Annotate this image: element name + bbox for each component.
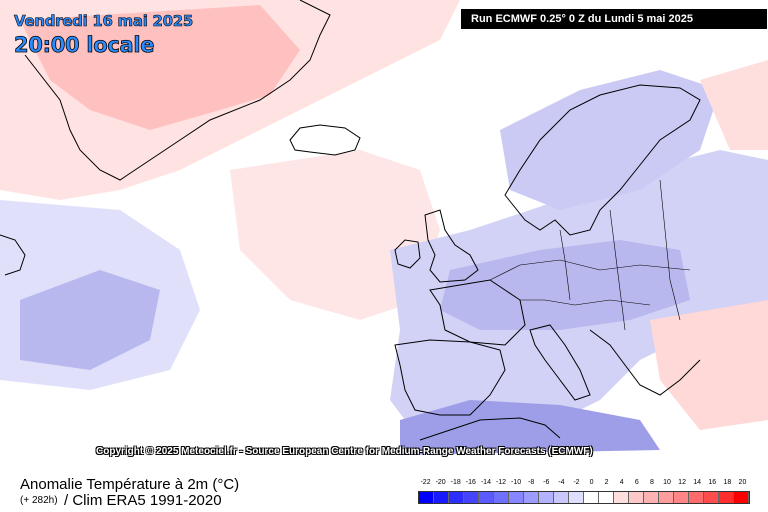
ireland-coast xyxy=(394,239,421,269)
legend-swatch xyxy=(464,492,479,503)
legend-swatch xyxy=(539,492,554,503)
legend-tick-labels: -22 -20 -18 -16 -14 -12 -10 -8 -6 -4 -2 0 2 4 6 8 10 12 14… xyxy=(412,479,752,489)
legend-tick: 8 xyxy=(649,479,654,486)
legend-tick: -6 xyxy=(543,479,550,486)
legend-tick: -14 xyxy=(480,479,491,486)
legend-tick: -10 xyxy=(511,479,522,486)
legend-swatch xyxy=(554,492,569,503)
legend-tick: -8 xyxy=(528,479,535,486)
newfoundland-coast xyxy=(0,234,26,276)
warm-anomaly-northeast xyxy=(700,60,768,150)
map-title: Anomalie Température à 2m (°C) xyxy=(20,476,240,493)
legend-tick: -22 xyxy=(420,479,431,486)
legend-tick: -18 xyxy=(450,479,461,486)
iberia-coast xyxy=(394,339,506,416)
coastlines xyxy=(0,0,701,441)
copyright-notice: Copyright © 2025 Meteociel.fr - Source E… xyxy=(96,446,593,457)
legend-swatch xyxy=(584,492,599,503)
legend-swatch xyxy=(509,492,524,503)
cool-anomaly-north-africa xyxy=(400,400,660,455)
cool-anomaly-west-core xyxy=(20,270,160,370)
legend-tick: -16 xyxy=(465,479,476,486)
legend-swatch xyxy=(599,492,614,503)
legend-swatch xyxy=(629,492,644,503)
lead-time: (+ 282h) xyxy=(20,495,58,506)
legend-swatch xyxy=(524,492,539,503)
forecast-time: 20:00 locale xyxy=(14,33,155,58)
forecast-date: Vendredi 16 mai 2025 xyxy=(14,12,194,31)
legend-swatch xyxy=(614,492,629,503)
warm-anomaly-atlantic xyxy=(230,150,440,320)
legend-tick: 6 xyxy=(634,479,639,486)
legend-swatch xyxy=(704,492,719,503)
footer-panel: Anomalie Température à 2m (°C) (+ 282h) … xyxy=(0,470,768,512)
france-coast xyxy=(429,279,526,346)
legend-tick: -12 xyxy=(495,479,507,486)
legend-tick: 14 xyxy=(693,479,702,486)
legend-swatch xyxy=(674,492,689,503)
legend-tick: -2 xyxy=(573,479,580,486)
warm-anomaly-east xyxy=(650,300,768,430)
anomaly-fields xyxy=(0,0,768,455)
legend-swatch xyxy=(419,492,434,503)
legend-swatch xyxy=(734,492,749,503)
legend-swatch xyxy=(659,492,674,503)
balkans-coast xyxy=(589,329,701,396)
iceland-coast xyxy=(289,124,361,156)
model-run-label: Run ECMWF 0.25° 0 Z du Lundi 5 mai 2025 xyxy=(461,9,767,29)
legend-tick: 16 xyxy=(708,479,717,486)
borders xyxy=(489,179,691,331)
legend-tick: 2 xyxy=(604,479,609,486)
legend-swatch xyxy=(689,492,704,503)
warm-anomaly-greenland xyxy=(20,5,300,130)
legend-tick: -4 xyxy=(558,479,565,486)
legend-tick: 0 xyxy=(589,479,594,486)
legend-tick: 4 xyxy=(619,479,624,486)
legend-tick: 10 xyxy=(663,479,671,486)
cool-anomaly-scandinavia xyxy=(500,70,720,210)
legend-swatch xyxy=(569,492,584,503)
climatology-label: / Clim ERA5 1991-2020 xyxy=(64,492,222,509)
scandinavia-coast xyxy=(504,84,701,236)
legend-swatch xyxy=(719,492,734,503)
temperature-anomaly-map xyxy=(0,0,768,455)
legend-swatch xyxy=(434,492,449,503)
italy-coast xyxy=(529,324,591,401)
mediterranean-africa-coast xyxy=(419,417,561,441)
legend-tick: -20 xyxy=(435,479,446,486)
legend-swatch xyxy=(449,492,464,503)
legend-swatch xyxy=(494,492,509,503)
greenland-coast xyxy=(24,0,331,181)
cool-anomaly-europe-core xyxy=(440,240,690,330)
legend-swatch xyxy=(479,492,494,503)
britain-coast xyxy=(424,209,479,283)
legend-swatch xyxy=(644,492,659,503)
legend-tick: 12 xyxy=(678,479,686,486)
color-scale-legend xyxy=(418,491,750,504)
legend-tick: 20 xyxy=(738,479,747,486)
legend-tick: 18 xyxy=(723,479,732,486)
